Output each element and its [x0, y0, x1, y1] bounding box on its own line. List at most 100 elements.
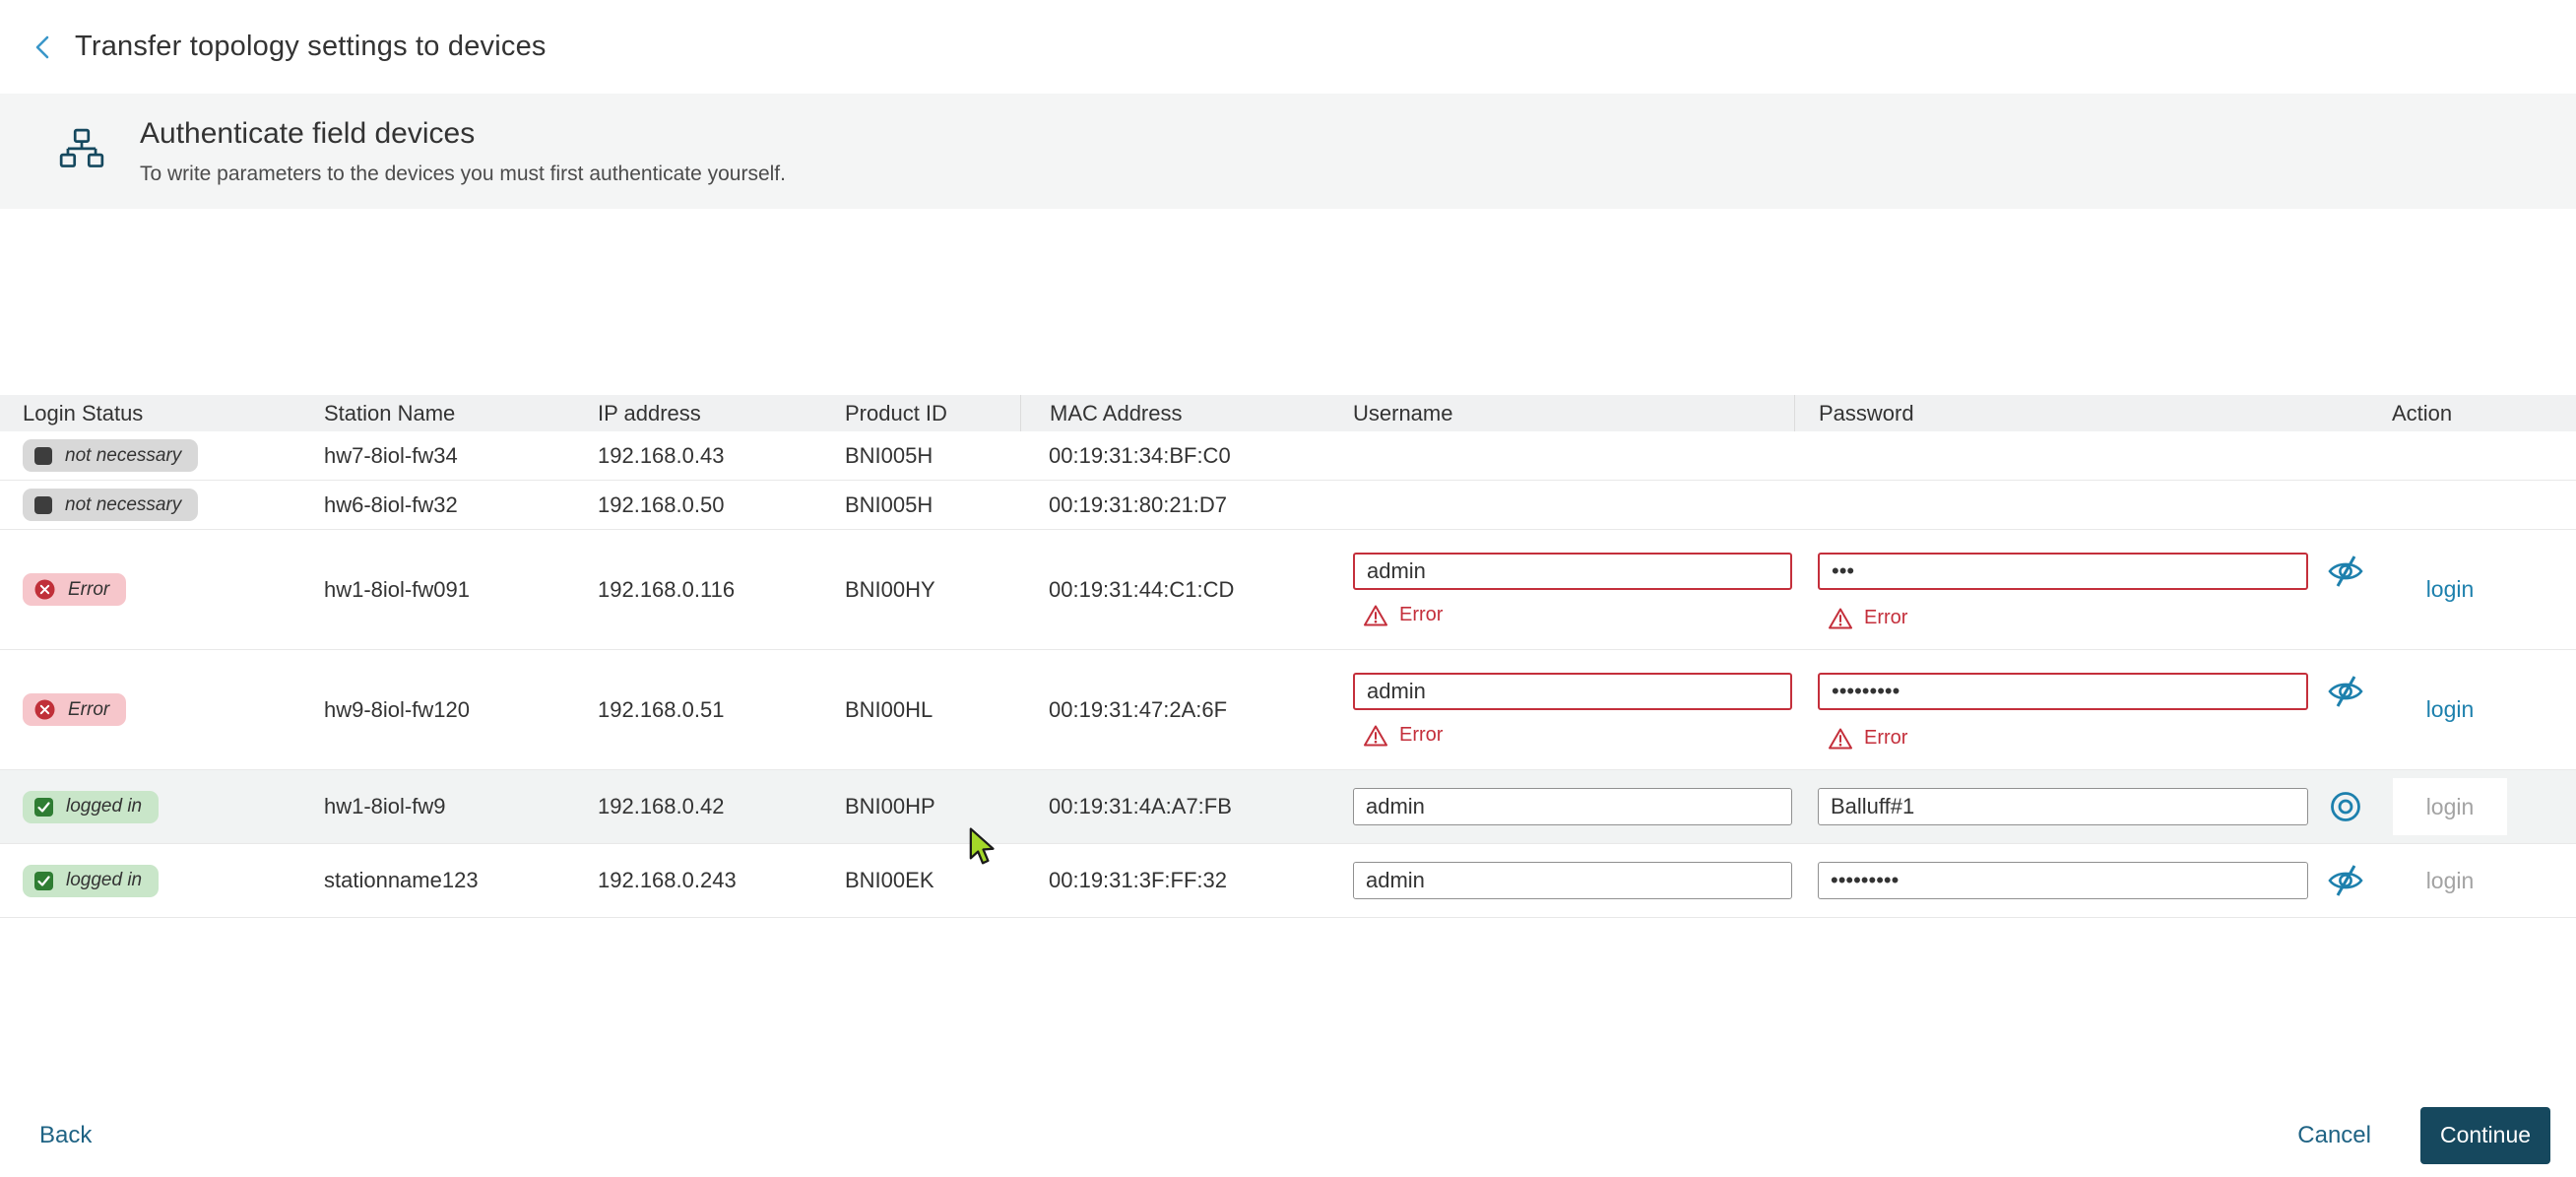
- table-row: Error hw1-8iol-fw091 192.168.0.116 BNI00…: [0, 530, 2576, 650]
- back-button[interactable]: Back: [39, 1121, 93, 1148]
- product-id-cell: BNI005H: [845, 491, 934, 517]
- mac-address-cell: 00:19:31:3F:FF:32: [1049, 868, 1227, 892]
- login-status-badge: Error: [23, 693, 127, 726]
- table-body: not necessary hw7-8iol-fw34 192.168.0.43…: [0, 431, 2576, 918]
- station-name-cell: hw7-8iol-fw34: [324, 442, 458, 468]
- username-error: Error: [1353, 604, 1792, 627]
- cancel-button[interactable]: Cancel: [2297, 1121, 2371, 1148]
- column-header-ip-address: IP address: [598, 400, 701, 425]
- password-visibility-toggle[interactable]: [2324, 670, 2367, 713]
- station-name-cell: stationname123: [324, 868, 479, 892]
- station-name-cell: hw1-8iol-fw091: [324, 576, 470, 602]
- station-name-cell: hw9-8iol-fw120: [324, 696, 470, 722]
- username-input[interactable]: [1353, 672, 1792, 710]
- product-id-cell: BNI00EK: [845, 868, 934, 892]
- ip-address-cell: 192.168.0.116: [598, 576, 736, 602]
- warning-triangle-icon: [1364, 725, 1387, 746]
- column-header-password: Password: [1794, 395, 2363, 431]
- check-square-icon: [34, 871, 53, 890]
- table-row: Error hw9-8iol-fw120 192.168.0.51 BNI00H…: [0, 650, 2576, 770]
- product-id-cell: BNI00HL: [845, 696, 934, 722]
- login-status-label: not necessary: [65, 444, 182, 466]
- product-id-cell: BNI005H: [845, 442, 934, 468]
- password-visibility-toggle[interactable]: [2324, 859, 2367, 902]
- eye-icon: [2331, 792, 2360, 821]
- password-input[interactable]: [1818, 672, 2308, 710]
- login-status-label: Error: [68, 578, 110, 600]
- password-input[interactable]: [1818, 788, 2308, 825]
- login-status-label: logged in: [66, 796, 143, 817]
- login-status-badge: logged in: [23, 864, 160, 897]
- station-name-cell: hw1-8iol-fw9: [324, 794, 446, 818]
- login-status-label: not necessary: [65, 493, 182, 515]
- ip-address-cell: 192.168.0.43: [598, 442, 725, 468]
- login-button[interactable]: login: [2393, 852, 2507, 909]
- password-error: Error: [1818, 727, 2367, 751]
- column-header-station-name: Station Name: [324, 400, 456, 425]
- table-header: Login Status Station Name IP address Pro…: [0, 395, 2576, 431]
- username-input[interactable]: [1353, 862, 1792, 899]
- error-circle-icon: [34, 699, 55, 720]
- ip-address-cell: 192.168.0.243: [598, 868, 737, 892]
- login-status-badge: logged in: [23, 790, 160, 823]
- warning-triangle-icon: [1829, 608, 1852, 628]
- ip-address-cell: 192.168.0.51: [598, 696, 725, 722]
- username-input[interactable]: [1353, 552, 1792, 590]
- intro-description: To write parameters to the devices you m…: [140, 162, 786, 185]
- topology-icon: [59, 128, 104, 167]
- login-button[interactable]: login: [2393, 561, 2507, 619]
- password-visibility-toggle[interactable]: [2324, 550, 2367, 593]
- mac-address-cell: 00:19:31:44:C1:CD: [1049, 576, 1235, 602]
- not-necessary-icon: [34, 446, 52, 465]
- not-necessary-icon: [34, 495, 52, 514]
- table-row: not necessary hw7-8iol-fw34 192.168.0.43…: [0, 431, 2576, 481]
- device-table: Login Status Station Name IP address Pro…: [0, 395, 2576, 918]
- error-circle-icon: [34, 579, 55, 600]
- mac-address-cell: 00:19:31:4A:A7:FB: [1049, 794, 1232, 818]
- mac-address-cell: 00:19:31:34:BF:C0: [1049, 442, 1231, 468]
- login-status-badge: not necessary: [23, 489, 199, 521]
- wizard-stepper: 1 Compare Network Devices 2 Authenticate…: [0, 209, 2576, 527]
- login-button[interactable]: login: [2393, 682, 2507, 739]
- mac-address-cell: 00:19:31:47:2A:6F: [1049, 696, 1228, 722]
- check-square-icon: [34, 797, 53, 817]
- column-header-action: Action: [2392, 400, 2453, 425]
- login-button[interactable]: login: [2393, 778, 2507, 835]
- table-row: logged in hw1-8iol-fw9 192.168.0.42 BNI0…: [0, 770, 2576, 844]
- eye-off-icon: [2328, 555, 2363, 587]
- column-header-login-status: Login Status: [23, 400, 144, 425]
- product-id-cell: BNI00HP: [845, 794, 935, 818]
- password-input[interactable]: [1818, 552, 2308, 590]
- mac-address-cell: 00:19:31:80:21:D7: [1049, 491, 1228, 517]
- login-status-label: Error: [68, 698, 110, 720]
- warning-triangle-icon: [1364, 605, 1387, 625]
- ip-address-cell: 192.168.0.50: [598, 491, 725, 517]
- password-visibility-toggle[interactable]: [2324, 785, 2367, 828]
- column-header-mac-address: MAC Address: [1020, 395, 1353, 431]
- station-name-cell: hw6-8iol-fw32: [324, 491, 458, 517]
- intro-band: Authenticate field devices To write para…: [0, 94, 2576, 209]
- eye-off-icon: [2328, 865, 2363, 896]
- login-status-badge: not necessary: [23, 439, 199, 472]
- eye-off-icon: [2328, 675, 2363, 707]
- continue-button[interactable]: Continue: [2420, 1106, 2550, 1164]
- username-input[interactable]: [1353, 788, 1792, 825]
- login-status-label: logged in: [66, 870, 143, 890]
- password-error: Error: [1818, 607, 2367, 630]
- product-id-cell: BNI00HY: [845, 576, 935, 602]
- top-bar: Transfer topology settings to devices: [0, 0, 2576, 94]
- password-input[interactable]: [1818, 862, 2308, 899]
- login-status-badge: Error: [23, 573, 127, 606]
- table-row: logged in stationname123 192.168.0.243 B…: [0, 844, 2576, 918]
- page-title: Transfer topology settings to devices: [75, 31, 547, 62]
- column-header-product-id: Product ID: [845, 400, 947, 425]
- intro-heading: Authenticate field devices: [140, 116, 476, 150]
- footer-bar: Back Cancel Continue: [0, 1093, 2576, 1177]
- back-chevron-icon[interactable]: [28, 31, 57, 64]
- warning-triangle-icon: [1829, 728, 1852, 749]
- ip-address-cell: 192.168.0.42: [598, 794, 725, 818]
- table-row: not necessary hw6-8iol-fw32 192.168.0.50…: [0, 481, 2576, 530]
- username-error: Error: [1353, 724, 1792, 748]
- column-header-username: Username: [1353, 400, 1453, 425]
